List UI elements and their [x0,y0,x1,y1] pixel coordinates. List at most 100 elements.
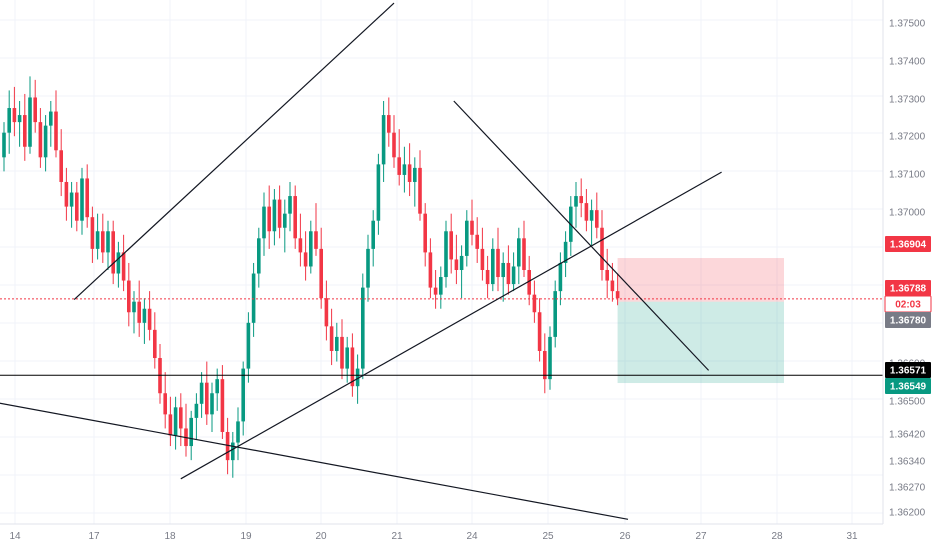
candle-body [236,421,240,443]
candle-body [231,442,235,461]
candle-body [12,108,17,123]
candle-body [173,407,178,436]
price-tick-label[interactable]: 1.37500 [889,19,926,30]
candle-body [194,403,199,418]
date-tick-label[interactable]: 24 [466,531,478,542]
candle-body [543,350,547,380]
candle-body [532,294,537,313]
price-tag-box [885,280,931,296]
candle-body [257,238,261,274]
candle-body [340,336,344,369]
date-tick-label[interactable]: 18 [164,531,176,542]
price-tick-label[interactable]: 1.37200 [889,132,926,143]
candle-body [283,213,287,228]
candle-body [485,270,490,285]
price-tick-label[interactable]: 1.37100 [889,170,926,181]
candle-body [142,308,147,323]
price-tick-label[interactable]: 1.36340 [889,457,926,468]
candle-body [449,231,453,260]
candle-body [75,192,79,221]
candle-body [225,431,230,461]
candle-body [480,248,485,270]
candle-body [267,206,271,232]
price-tick-label[interactable]: 1.36270 [889,483,926,494]
candle-body [121,252,126,281]
price-tag-label: 1.36549 [890,382,927,393]
candle-body [402,164,407,175]
candle-body [210,393,214,415]
candle-body [589,210,594,221]
candle-body [69,192,74,207]
candle-body [309,231,313,267]
candle-body [465,220,469,256]
price-tick-label[interactable]: 1.36420 [889,430,926,441]
candle-body [558,262,563,292]
candle-body [579,196,583,204]
candle-body [610,280,615,292]
candle-body [433,287,438,295]
candle-body [23,115,27,147]
date-tick-label[interactable]: 20 [315,531,327,542]
candle-body [423,213,427,253]
candle-body [319,248,323,299]
date-tick-label[interactable]: 21 [391,531,403,542]
candle-body [298,238,303,253]
candle-body [215,379,219,394]
price-tick-label[interactable]: 1.37400 [889,57,926,68]
date-tick-label[interactable]: 27 [695,531,707,542]
candle-body [262,206,266,239]
trend-line[interactable] [0,402,629,520]
date-tick-label[interactable]: 28 [771,531,783,542]
price-tick-label[interactable]: 1.37300 [889,95,926,106]
entry-price-tag: 1.36780 [885,312,931,328]
candle-body [418,167,422,214]
date-tick-label[interactable]: 26 [619,531,631,542]
candle-body [38,122,43,158]
candle-body [90,217,95,249]
candle-body [605,270,609,281]
candle-body [2,132,6,158]
candle-body [355,368,360,387]
date-tick-label[interactable]: 19 [240,531,252,542]
candle-body [491,248,495,285]
candle-body [153,329,157,359]
candle-body [303,252,308,267]
position-tool[interactable] [617,258,784,384]
candle-body [517,238,521,267]
candle-body [43,125,48,158]
candle-body [106,231,110,253]
stop-loss-zone[interactable] [617,258,784,302]
candle-body [595,210,599,228]
candle-body [288,196,292,214]
trend-line[interactable] [73,2,395,301]
candle-body [527,270,531,295]
candle-body [127,280,131,313]
stop-loss-price-tag: 1.36904 [885,236,931,252]
date-tick-label[interactable]: 17 [88,531,100,542]
price-tick-label[interactable]: 1.36500 [889,397,926,408]
candle-body [277,199,282,228]
price-tick-label[interactable]: 1.37000 [889,208,926,219]
take-profit-price-tag: 1.36549 [885,378,931,394]
candle-body [199,382,204,404]
time-axis[interactable]: 14 17 18 19 20 21 24 25 26 27 28 31 [9,531,858,542]
date-tick-label[interactable]: 31 [846,531,858,542]
take-profit-zone[interactable] [617,301,784,384]
candle-body [511,266,516,285]
price-tick-label[interactable]: 1.36200 [889,508,926,519]
candle-body [361,287,365,369]
date-tick-label[interactable]: 14 [9,531,21,542]
candle-body [392,132,396,158]
candle-body [251,273,256,323]
trend-line[interactable] [453,100,710,371]
candle-body [397,157,401,175]
candle-body [272,199,277,232]
candle-body [444,231,448,278]
candle-body [49,111,53,126]
date-tick-label[interactable]: 25 [542,531,554,542]
candle-body [220,379,225,432]
trend-lines[interactable] [0,2,722,520]
horizontal-lines[interactable] [0,298,883,376]
trend-line[interactable] [180,171,722,480]
